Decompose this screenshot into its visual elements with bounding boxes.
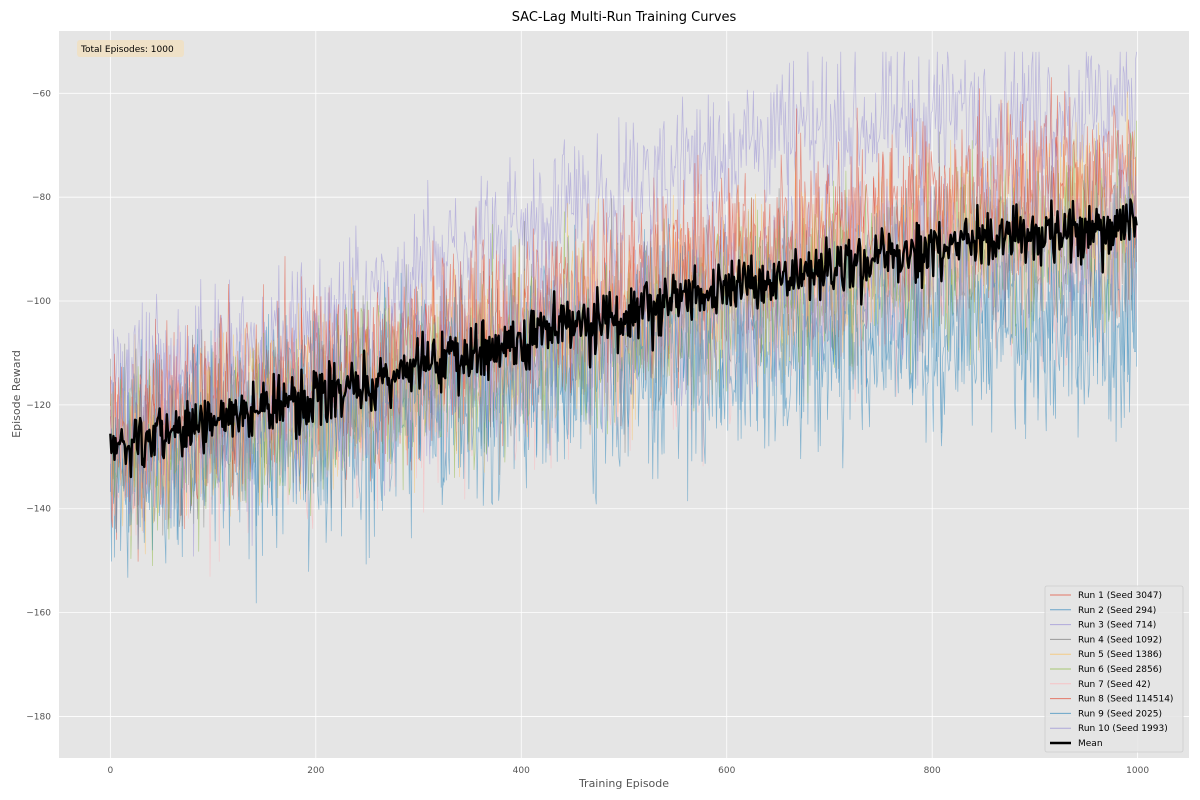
legend-entry-label: Run 3 (Seed 714) [1078,621,1156,631]
legend-entry-label: Run 9 (Seed 2025) [1078,709,1162,719]
legend-entry-label: Run 5 (Seed 1386) [1078,650,1162,660]
annotation-box: Total Episodes: 1000 [77,40,184,57]
y-tick-label: −180 [26,712,51,722]
x-tick-label: 800 [924,766,941,776]
x-tick-label: 400 [513,766,530,776]
mean-line-group [109,198,1138,479]
chart-title: SAC-Lag Multi-Run Training Curves [512,10,737,25]
legend-entry-label: Run 4 (Seed 1092) [1078,635,1162,645]
legend-entry-label: Run 10 (Seed 1993) [1078,724,1168,734]
x-tick-label: 1000 [1126,766,1149,776]
series-line-run-8 [110,77,1137,562]
y-axis-label: Episode Reward [10,350,23,438]
total-episodes-annotation: Total Episodes: 1000 [80,45,174,55]
y-tick-label: −60 [32,89,51,99]
series-line-run-10 [110,100,1137,557]
legend-entry-label: Mean [1078,739,1103,749]
y-tick-label: −120 [26,401,51,411]
x-tick-label: 600 [718,766,735,776]
x-tick-label: 200 [307,766,324,776]
y-tick-label: −140 [26,505,51,515]
x-axis-label: Training Episode [578,777,669,790]
y-tick-label: −80 [32,193,51,203]
legend-entry-label: Run 7 (Seed 42) [1078,680,1151,690]
legend-entry-label: Run 1 (Seed 3047) [1078,591,1162,601]
legend-entry-label: Run 2 (Seed 294) [1078,606,1156,616]
mean-line [109,198,1138,479]
x-tick-label: 0 [107,766,113,776]
legend-entry-label: Run 6 (Seed 2856) [1078,665,1162,675]
legend: Run 1 (Seed 3047) Run 2 (Seed 294) Run 3 (… [1044,585,1184,753]
legend-entry-label: Run 8 (Seed 114514) [1078,695,1173,705]
y-tick-label: −100 [26,297,51,307]
y-tick-label: −160 [26,609,51,619]
axis-ticks: 0 200 400 600 800 1000 −180 −160 −140 −120 −100 −80… [26,89,1149,776]
series-line-run-7 [110,151,1137,577]
